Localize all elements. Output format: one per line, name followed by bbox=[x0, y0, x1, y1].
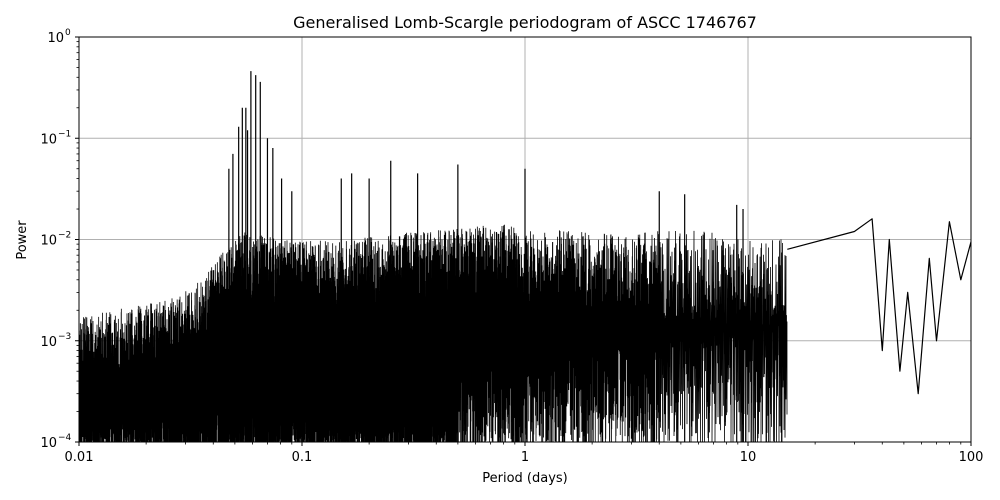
x-tick-label: 100 bbox=[959, 450, 984, 465]
x-tick-label: 0.1 bbox=[292, 450, 313, 465]
periodogram-dense-line bbox=[78, 224, 788, 443]
x-tick-label: 0.01 bbox=[65, 450, 94, 465]
periodogram-tail-line bbox=[787, 218, 972, 395]
x-tick-label: 1 bbox=[521, 450, 529, 465]
y-tick-exponent: 0 bbox=[65, 28, 71, 38]
y-axis-label: Power bbox=[15, 220, 30, 260]
y-tick-label: 10 bbox=[40, 132, 57, 147]
y-tick-label: 10 bbox=[40, 436, 57, 451]
plot-area bbox=[78, 71, 972, 443]
y-tick-label: 10 bbox=[40, 335, 57, 350]
y-tick-label: 10 bbox=[47, 31, 64, 46]
chart-title: Generalised Lomb-Scargle periodogram of … bbox=[293, 13, 757, 32]
y-tick-exponent: −4 bbox=[58, 433, 72, 443]
y-tick-label: 10 bbox=[40, 234, 57, 249]
x-tick-label: 10 bbox=[740, 450, 757, 465]
y-tick-exponent: −3 bbox=[58, 332, 71, 342]
y-tick-exponent: −1 bbox=[58, 129, 71, 139]
x-axis-label: Period (days) bbox=[482, 471, 568, 486]
y-tick-exponent: −2 bbox=[58, 231, 71, 241]
